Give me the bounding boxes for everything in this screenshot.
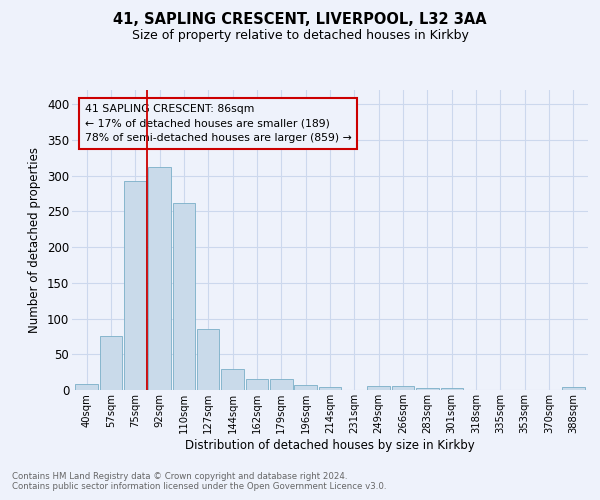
Bar bbox=[367, 386, 390, 390]
Text: Size of property relative to detached houses in Kirkby: Size of property relative to detached ho… bbox=[131, 29, 469, 42]
Text: Contains public sector information licensed under the Open Government Licence v3: Contains public sector information licen… bbox=[12, 482, 386, 491]
Y-axis label: Number of detached properties: Number of detached properties bbox=[28, 147, 41, 333]
Bar bbox=[221, 370, 244, 390]
Bar bbox=[440, 388, 463, 390]
Bar bbox=[124, 182, 146, 390]
Bar bbox=[562, 387, 584, 390]
Bar bbox=[148, 167, 171, 390]
Bar bbox=[319, 387, 341, 390]
Text: Contains HM Land Registry data © Crown copyright and database right 2024.: Contains HM Land Registry data © Crown c… bbox=[12, 472, 347, 481]
Bar bbox=[76, 384, 98, 390]
Bar bbox=[100, 336, 122, 390]
Bar bbox=[392, 386, 414, 390]
Bar bbox=[416, 388, 439, 390]
X-axis label: Distribution of detached houses by size in Kirkby: Distribution of detached houses by size … bbox=[185, 438, 475, 452]
Bar bbox=[270, 380, 293, 390]
Bar bbox=[295, 385, 317, 390]
Bar bbox=[246, 380, 268, 390]
Text: 41, SAPLING CRESCENT, LIVERPOOL, L32 3AA: 41, SAPLING CRESCENT, LIVERPOOL, L32 3AA bbox=[113, 12, 487, 28]
Bar bbox=[173, 203, 195, 390]
Bar bbox=[197, 330, 220, 390]
Text: 41 SAPLING CRESCENT: 86sqm
← 17% of detached houses are smaller (189)
78% of sem: 41 SAPLING CRESCENT: 86sqm ← 17% of deta… bbox=[85, 104, 352, 143]
